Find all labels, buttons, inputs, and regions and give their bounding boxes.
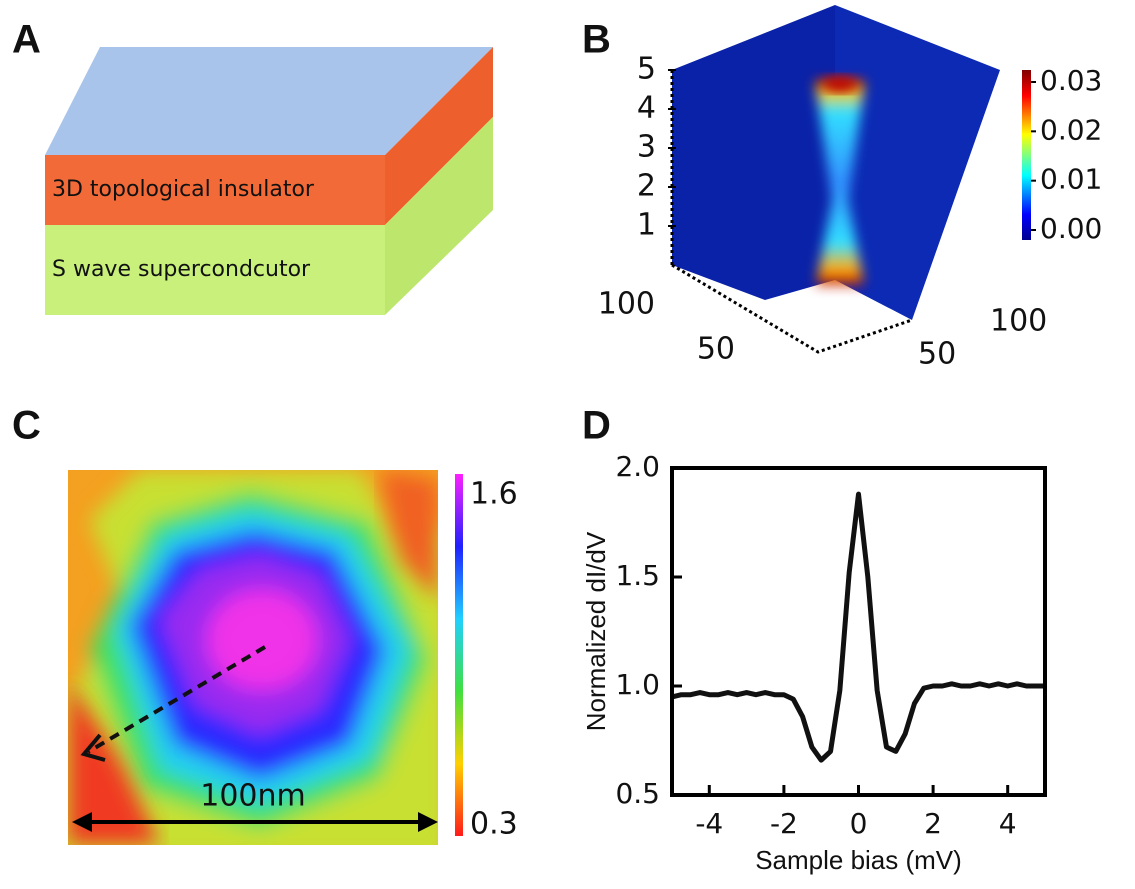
sc-side: [385, 117, 493, 315]
axis-tick-label: 100: [990, 304, 1047, 339]
x-tick-label: 0: [850, 807, 868, 840]
panel-label: B: [582, 18, 611, 62]
colorbar-label: 0.3: [470, 807, 518, 842]
colorbar-label: 0.03: [1040, 64, 1102, 97]
left-wall: [672, 5, 835, 300]
y-tick-label: 1.5: [615, 559, 660, 592]
ti-layer: [45, 155, 385, 225]
top-face: [45, 47, 493, 155]
axis-tick-label: 50: [918, 337, 956, 372]
colorbar-label: 1.6: [470, 477, 518, 512]
floor-axis: [671, 263, 913, 354]
colorbar-label: 0.02: [1040, 113, 1102, 146]
y-tick-label: 1.0: [615, 668, 660, 701]
x-tick-label: -4: [695, 807, 723, 840]
right-wall: [835, 5, 1000, 320]
z-tick-label: 4: [637, 91, 656, 126]
z-tick-label: 5: [637, 52, 656, 87]
panel-label: C: [12, 404, 41, 448]
colorbar-label: 0.01: [1040, 163, 1102, 196]
colorbar: [455, 474, 463, 836]
layer-label: S wave supercondcutor: [52, 257, 311, 282]
data-line: [671, 491, 1045, 763]
z-tick-label: 2: [637, 169, 656, 204]
y-tick-label: 2.0: [615, 450, 660, 483]
panel-label: D: [582, 404, 611, 448]
colorbar-label: 0.00: [1040, 212, 1102, 245]
line-cut: [86, 645, 267, 754]
scale-label: 100nm: [200, 779, 306, 814]
z-tick-label: 1: [637, 208, 656, 243]
y-tick-label: 0.5: [615, 777, 660, 810]
map: [68, 470, 438, 845]
x-tick-label: 4: [999, 807, 1017, 840]
z-tick-label: 3: [637, 130, 656, 165]
x-axis-label: Sample bias (mV): [755, 845, 962, 875]
panel-label: A: [12, 18, 41, 62]
axis-tick-label: 50: [697, 332, 735, 367]
layer-label: 3D topological insulator: [52, 177, 315, 202]
x-tick-label: -2: [770, 807, 798, 840]
axis-tick-label: 100: [598, 287, 655, 322]
sc-layer: [45, 225, 385, 315]
arrow-head: [418, 812, 438, 832]
ti-side: [385, 47, 493, 225]
x-tick-label: 2: [924, 807, 942, 840]
colorbar: [1022, 70, 1031, 240]
peak-top: [822, 76, 858, 92]
arrow-head: [72, 812, 92, 832]
peak: [815, 80, 865, 285]
plot-frame: [670, 466, 1047, 797]
arrow-head: [80, 733, 106, 762]
y-axis-label: Normalized dI/dV: [581, 531, 611, 731]
